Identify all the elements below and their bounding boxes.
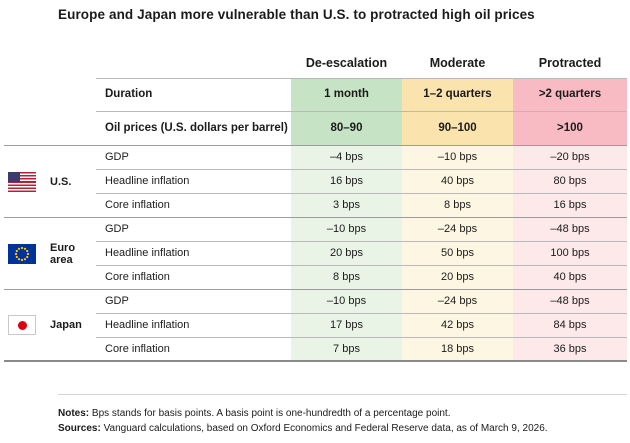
metric-value: –10 bps — [291, 218, 402, 242]
metric-label: Core inflation — [96, 194, 291, 218]
region-euro-area: Euro area — [4, 218, 96, 290]
eu-flag-icon — [8, 243, 36, 264]
region-us: U.S. — [4, 146, 96, 218]
param-value: 1 month — [291, 79, 402, 112]
scenario-table: De-escalation Moderate Protracted Durati… — [4, 47, 627, 362]
region-label-euro-area: Euro area — [50, 241, 76, 266]
page-title: Europe and Japan more vulnerable than U.… — [58, 7, 535, 22]
scenario-header-protracted: Protracted — [513, 47, 627, 79]
metric-value: 20 bps — [291, 242, 402, 266]
metric-value: 8 bps — [402, 194, 513, 218]
metric-value: –48 bps — [513, 290, 627, 314]
japan-flag-icon — [8, 315, 36, 335]
metric-value: –48 bps — [513, 218, 627, 242]
footnotes: Notes: Bps stands for basis points. A ba… — [58, 406, 618, 436]
metric-label: Core inflation — [96, 266, 291, 290]
header-spacer — [96, 47, 291, 79]
metric-label: GDP — [96, 218, 291, 242]
sources-label: Sources: — [58, 423, 101, 434]
metric-value: 42 bps — [402, 314, 513, 338]
metric-value: 17 bps — [291, 314, 402, 338]
metric-value: 16 bps — [513, 194, 627, 218]
notes-text: Bps stands for basis points. A basis poi… — [91, 408, 451, 419]
metric-value: 36 bps — [513, 338, 627, 362]
metric-label: GDP — [96, 290, 291, 314]
param-value: >2 quarters — [513, 79, 627, 112]
notes-divider — [58, 394, 627, 395]
metric-value: 100 bps — [513, 242, 627, 266]
region-label-japan: Japan — [50, 319, 82, 331]
scenario-header-moderate: Moderate — [402, 47, 513, 79]
param-value: >100 — [513, 112, 627, 146]
metric-label: Headline inflation — [96, 242, 291, 266]
notes-label: Notes: — [58, 408, 90, 419]
param-label-oil-prices: Oil prices (U.S. dollars per barrel) — [96, 112, 291, 146]
metric-value: 40 bps — [402, 170, 513, 194]
metric-value: 7 bps — [291, 338, 402, 362]
metric-value: 3 bps — [291, 194, 402, 218]
param-value: 80–90 — [291, 112, 402, 146]
notes-line: Notes: Bps stands for basis points. A ba… — [58, 406, 618, 421]
metric-value: 80 bps — [513, 170, 627, 194]
metric-label: GDP — [96, 146, 291, 170]
sources-line: Sources: Vanguard calculations, based on… — [58, 421, 618, 436]
region-label-us: U.S. — [50, 175, 72, 188]
scenario-header-deescalation: De-escalation — [291, 47, 402, 79]
metric-value: 20 bps — [402, 266, 513, 290]
metric-label: Headline inflation — [96, 170, 291, 194]
metric-value: 84 bps — [513, 314, 627, 338]
metric-value: 8 bps — [291, 266, 402, 290]
metric-value: –4 bps — [291, 146, 402, 170]
metric-value: 40 bps — [513, 266, 627, 290]
metric-value: –24 bps — [402, 218, 513, 242]
metric-value: 18 bps — [402, 338, 513, 362]
metric-value: –10 bps — [291, 290, 402, 314]
metric-label: Headline inflation — [96, 314, 291, 338]
metric-value: –20 bps — [513, 146, 627, 170]
metric-value: –10 bps — [402, 146, 513, 170]
metric-value: –24 bps — [402, 290, 513, 314]
param-value: 1–2 quarters — [402, 79, 513, 112]
us-flag-icon — [8, 171, 36, 192]
gutter-spacer — [4, 47, 96, 146]
param-value: 90–100 — [402, 112, 513, 146]
metric-value: 50 bps — [402, 242, 513, 266]
param-label-duration: Duration — [96, 79, 291, 112]
sources-text: Vanguard calculations, based on Oxford E… — [103, 423, 548, 434]
metric-value: 16 bps — [291, 170, 402, 194]
region-japan: Japan — [4, 290, 96, 362]
metric-label: Core inflation — [96, 338, 291, 362]
